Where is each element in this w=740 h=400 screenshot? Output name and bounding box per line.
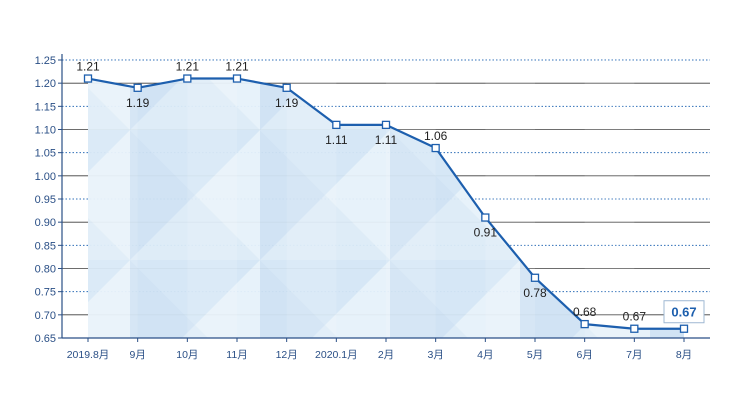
data-label: 1.21 bbox=[176, 60, 200, 74]
area-band bbox=[187, 60, 237, 338]
data-label: 0.67 bbox=[671, 305, 696, 320]
x-tick-label: 2月 bbox=[378, 349, 394, 361]
y-tick-label: 0.85 bbox=[35, 240, 56, 252]
axes: 0.65 0.70 0.75 0.80 0.85 0.90 0.95 1.00 1.05 1.10… bbox=[35, 54, 710, 361]
data-label: 1.19 bbox=[275, 96, 299, 110]
area-band bbox=[386, 60, 436, 338]
x-tick-label: 9月 bbox=[129, 349, 145, 361]
data-point bbox=[133, 83, 142, 92]
data-point bbox=[83, 74, 93, 83]
x-tick-label: 4月 bbox=[477, 349, 493, 361]
y-tick-label: 1.15 bbox=[35, 101, 56, 113]
y-tick-label: 1.00 bbox=[35, 171, 56, 183]
x-tick-label: 12月 bbox=[276, 349, 298, 361]
data-label: 0.67 bbox=[623, 310, 647, 324]
data-label: 0.68 bbox=[573, 305, 597, 319]
y-tick-label: 0.70 bbox=[35, 310, 56, 322]
data-point bbox=[282, 83, 291, 92]
data-label: 0.91 bbox=[474, 226, 498, 240]
data-point bbox=[679, 324, 689, 333]
data-label: 1.21 bbox=[225, 60, 249, 74]
x-tick-label: 6月 bbox=[576, 349, 592, 361]
data-point bbox=[183, 74, 192, 83]
data-label: 1.11 bbox=[325, 133, 348, 147]
y-tick-label: 0.80 bbox=[35, 264, 56, 276]
x-tick-label: 8月 bbox=[676, 349, 692, 361]
data-label: 1.21 bbox=[76, 60, 100, 74]
series-line bbox=[83, 74, 689, 333]
x-tick-label: 5月 bbox=[527, 349, 543, 361]
y-tick-label: 1.05 bbox=[35, 148, 56, 160]
area-band bbox=[584, 60, 635, 338]
y-tick-label: 1.20 bbox=[35, 78, 56, 90]
y-tick-label: 1.25 bbox=[35, 55, 56, 67]
data-label: 0.78 bbox=[523, 286, 547, 300]
x-tick-label: 2019.8月 bbox=[67, 349, 110, 361]
y-tick-label: 1.10 bbox=[35, 125, 56, 137]
highlight-label-box bbox=[663, 300, 705, 324]
data-point bbox=[381, 120, 391, 130]
area-band bbox=[485, 60, 535, 338]
data-label: 1.19 bbox=[126, 96, 150, 110]
y-tick-label: 0.95 bbox=[35, 194, 56, 206]
y-tick-label: 0.65 bbox=[35, 333, 56, 345]
data-labels: 1.21 1.19 1.21 1.21 1.19 1.11 1.11 1.06 0.91 0.78… bbox=[76, 60, 705, 324]
data-label: 1.06 bbox=[424, 129, 448, 143]
data-label: 1.11 bbox=[375, 133, 398, 147]
data-point bbox=[332, 120, 341, 130]
x-tick-label: 7月 bbox=[626, 349, 642, 361]
x-tick-label: 3月 bbox=[427, 349, 443, 361]
data-point bbox=[431, 143, 440, 153]
data-point bbox=[232, 74, 242, 83]
area-band bbox=[88, 60, 138, 338]
data-point bbox=[481, 213, 490, 222]
area-fill bbox=[88, 60, 684, 339]
x-tick-label: 11月 bbox=[226, 349, 247, 361]
y-tick-label: 0.75 bbox=[35, 287, 56, 299]
data-point bbox=[630, 324, 639, 333]
x-tick-label: 2020.1月 bbox=[315, 349, 358, 361]
x-tick-label: 10月 bbox=[176, 349, 198, 361]
data-point bbox=[530, 273, 540, 282]
data-point bbox=[580, 319, 589, 329]
y-tick-label: 0.90 bbox=[35, 217, 56, 229]
area-fill-region bbox=[88, 78, 684, 339]
